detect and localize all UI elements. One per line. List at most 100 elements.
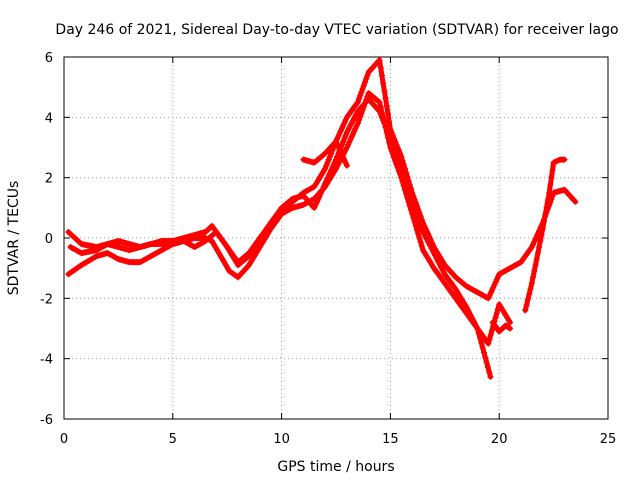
series-line-track-b	[65, 90, 513, 347]
data-point-track-b	[398, 174, 405, 181]
data-point-track-d	[341, 157, 348, 164]
data-point-track-c	[483, 359, 490, 366]
data-point-track-b	[485, 340, 492, 347]
data-point-track-c	[412, 208, 419, 215]
y-tick-label: 4	[45, 111, 53, 126]
data-point-track-a	[492, 279, 499, 286]
data-point-track-b	[375, 98, 382, 105]
x-tick-label: 20	[491, 432, 508, 447]
data-point-track-c	[378, 114, 385, 121]
x-tick-labels: 0 5 10 15 20 25	[60, 432, 616, 447]
data-point-track-f	[536, 244, 543, 251]
grid	[64, 57, 608, 419]
data-point-track-c	[382, 123, 389, 130]
data-point-track-b	[357, 113, 364, 120]
data-point-track-a	[383, 103, 390, 110]
x-axis-label: GPS time / hours	[277, 459, 394, 475]
data-point-track-f	[528, 280, 535, 287]
data-point-track-b	[388, 147, 395, 154]
data-point-track-a	[354, 99, 361, 106]
data-point-track-f	[544, 196, 551, 203]
data-point-track-c	[316, 194, 323, 201]
data-point-track-f	[546, 189, 553, 196]
data-point-track-d	[342, 159, 349, 166]
data-point-track-c	[477, 335, 484, 342]
data-point-track-c	[376, 108, 383, 115]
data-point-track-c	[325, 172, 332, 179]
data-point-track-b	[352, 125, 359, 132]
data-point-track-a	[491, 281, 498, 288]
data-point-track-f	[543, 204, 550, 211]
data-point-track-a	[378, 72, 385, 79]
data-point-track-c	[322, 180, 329, 187]
data-point-track-c	[393, 148, 400, 155]
data-point-track-c	[323, 178, 330, 185]
data-point-track-b	[412, 222, 419, 229]
data-point-track-b	[392, 157, 399, 164]
data-point-track-a	[334, 135, 341, 142]
data-point-track-c	[391, 143, 398, 150]
data-point-track-e	[505, 324, 512, 331]
data-point-track-b	[415, 230, 422, 237]
data-point-track-f	[547, 182, 554, 189]
data-point-track-b	[346, 139, 353, 146]
data-point-track-c	[319, 186, 326, 193]
data-point-track-a	[549, 193, 556, 200]
data-point-track-b	[351, 128, 358, 135]
data-point-track-b	[399, 178, 406, 185]
data-point-track-a	[384, 110, 391, 117]
data-point-track-f	[537, 238, 544, 245]
data-point-track-c	[383, 126, 390, 133]
data-point-track-a	[357, 92, 364, 99]
data-point-track-a	[493, 276, 500, 283]
data-point-track-b	[406, 202, 413, 209]
data-point-track-c	[317, 191, 324, 198]
data-point-track-c	[399, 163, 406, 170]
data-point-track-b	[413, 226, 420, 233]
data-point-track-a	[326, 153, 333, 160]
data-point-track-c	[411, 205, 418, 212]
data-point-track-a	[377, 64, 384, 71]
x-tick-label: 5	[169, 432, 177, 447]
data-point-track-a	[487, 289, 494, 296]
data-point-track-c	[479, 344, 486, 351]
data-point-track-a	[381, 87, 388, 94]
data-point-track-a	[340, 122, 347, 129]
data-point-track-a	[337, 127, 344, 134]
data-point-track-f	[522, 307, 529, 314]
data-point-track-a	[424, 230, 431, 237]
data-point-track-a	[362, 79, 369, 86]
data-point-track-c	[406, 190, 413, 197]
data-point-track-d	[339, 151, 346, 158]
data-point-track-c	[375, 106, 382, 113]
data-point-track-c	[342, 132, 349, 139]
data-point-track-b	[394, 164, 401, 171]
data-point-track-a	[341, 119, 348, 126]
data-point-track-c	[328, 167, 335, 174]
y-tick-label: -2	[40, 292, 53, 307]
data-point-track-a	[536, 227, 543, 234]
data-point-track-b	[354, 120, 361, 127]
data-point-track-a	[486, 292, 493, 299]
y-tick-labels: -6 -4 -2 0 2 4 6	[40, 51, 53, 428]
data-point-track-c	[475, 330, 482, 337]
data-point-track-a	[488, 287, 495, 294]
data-point-track-f	[526, 291, 533, 298]
data-point-track-a	[360, 82, 367, 89]
x-tick-label: 0	[60, 432, 68, 447]
data-point-track-c	[397, 156, 404, 163]
data-point-track-d	[336, 146, 343, 153]
series-line-track-f	[522, 157, 567, 313]
data-point-track-b	[418, 243, 425, 250]
data-point-track-b	[345, 141, 352, 148]
data-point-track-b	[407, 206, 414, 213]
data-point-track-c	[330, 161, 337, 168]
data-point-track-a	[528, 244, 535, 251]
data-point-track-c	[486, 368, 493, 375]
data-point-track-a	[494, 273, 501, 280]
data-point-track-f	[533, 256, 540, 263]
data-point-track-b	[400, 182, 407, 189]
plot-frame	[63, 56, 609, 420]
data-point-track-a	[538, 222, 545, 229]
data-point-track-c	[487, 373, 494, 380]
